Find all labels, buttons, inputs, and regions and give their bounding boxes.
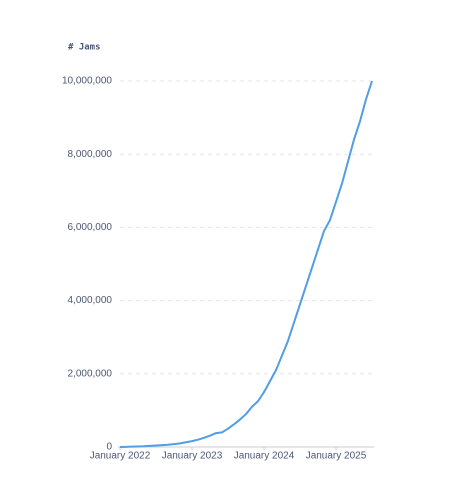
y-tick-label: 4,000,000 (68, 295, 113, 306)
x-tick-label: January 2025 (306, 451, 367, 462)
y-tick-label: 0 (106, 442, 112, 453)
chart-title: # Jams (68, 43, 101, 53)
y-tick-label: 8,000,000 (68, 149, 113, 160)
x-tick-label: January 2023 (162, 451, 223, 462)
x-tick-label: January 2022 (90, 451, 151, 462)
y-tick-label: 6,000,000 (68, 222, 113, 233)
series-line (119, 80, 373, 448)
x-tick-label: January 2024 (234, 451, 295, 462)
y-tick-label: 10,000,000 (62, 76, 112, 87)
y-tick-label: 2,000,000 (68, 368, 113, 379)
